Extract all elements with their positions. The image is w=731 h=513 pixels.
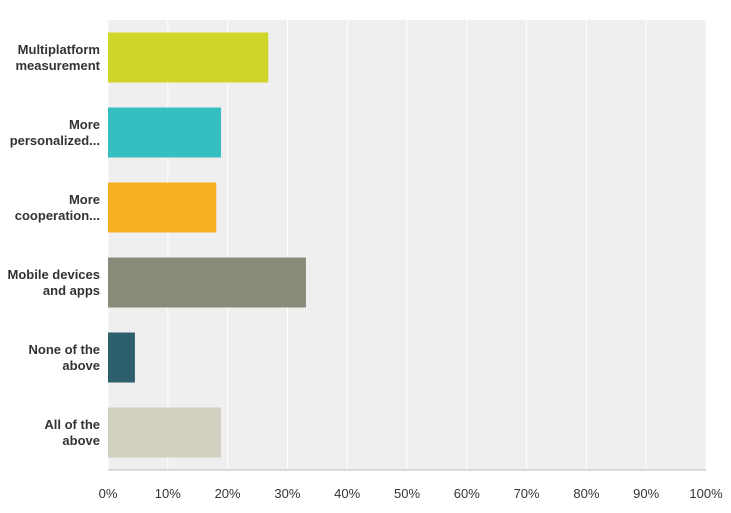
- x-tick-label: 0%: [98, 486, 118, 501]
- bar: [108, 257, 306, 308]
- x-tick-label: 80%: [573, 486, 600, 501]
- bar: [108, 332, 135, 383]
- x-tick-label: 100%: [689, 486, 723, 501]
- category-label: Mobile devices and apps: [7, 266, 100, 298]
- x-tick-label: 30%: [274, 486, 301, 501]
- x-tick-label: 50%: [393, 486, 421, 501]
- category-label: Multiplatform measurement: [15, 41, 100, 73]
- x-tick-label: 90%: [633, 486, 660, 501]
- bar: [108, 407, 222, 458]
- category-label: All of the above: [44, 416, 100, 448]
- category-label: More cooperation...: [14, 191, 100, 223]
- x-tick-label: 70%: [513, 486, 540, 501]
- category-label: None of the above: [28, 341, 101, 373]
- bar: [108, 182, 217, 233]
- x-tick-label: 10%: [154, 486, 181, 501]
- bar: [108, 107, 222, 158]
- x-tick-label: 40%: [334, 486, 361, 501]
- bar: [108, 32, 269, 83]
- x-tick-label: 60%: [453, 486, 480, 501]
- category-label: More personalized...: [9, 116, 100, 148]
- x-tick-label: 20%: [214, 486, 241, 501]
